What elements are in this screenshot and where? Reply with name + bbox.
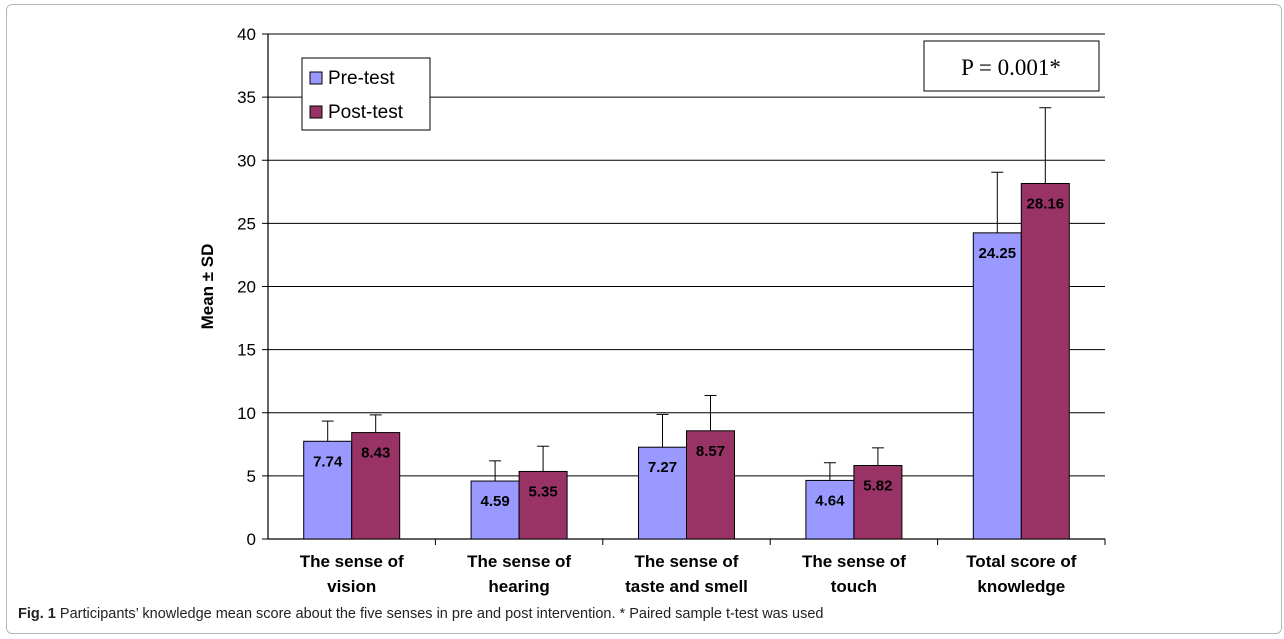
- data-label: 7.27: [648, 459, 677, 476]
- bar-pre-test: [972, 232, 1022, 540]
- figure-caption: Fig. 1 Participants’ knowledge mean scor…: [18, 606, 1268, 622]
- caption-text: Participants’ knowledge mean score about…: [59, 606, 824, 622]
- y-tick-label: 25: [237, 214, 256, 233]
- data-label: 5.82: [863, 478, 892, 495]
- x-tick-label: The sense of: [635, 552, 739, 571]
- x-tick-label: taste and smell: [625, 577, 748, 596]
- y-tick-label: 5: [247, 467, 256, 486]
- x-tick-label: knowledge: [977, 577, 1065, 596]
- bar-pre-test: [638, 446, 687, 540]
- x-tick-label: vision: [327, 577, 376, 596]
- figure-frame: [6, 4, 1282, 634]
- data-label: 8.43: [361, 445, 390, 462]
- y-axis-label: Mean ± SD: [198, 244, 217, 330]
- x-tick-label: The sense of: [802, 552, 906, 571]
- y-tick-label: 0: [247, 530, 256, 549]
- y-tick-label: 40: [237, 25, 256, 44]
- legend-box: [301, 57, 431, 131]
- data-label: 8.57: [696, 443, 725, 460]
- bar-post-test: [686, 430, 735, 540]
- caption-label: Fig. 1: [18, 606, 56, 622]
- x-tick-label: hearing: [488, 577, 549, 596]
- data-label: 24.25: [979, 245, 1017, 262]
- y-tick-label: 30: [237, 151, 256, 170]
- bar-pre-test: [805, 479, 855, 540]
- y-tick-label: 35: [237, 88, 256, 107]
- p-value-annotation: P = 0.001*: [961, 55, 1061, 80]
- bar-post-test: [351, 432, 401, 540]
- data-label: 4.59: [480, 493, 509, 510]
- bar-chart: 0 5 10 15 20 25 30 35 40 Mean ± SD 7.74 8.43 The sen…: [198, 25, 1106, 596]
- legend-label: Post-test: [328, 102, 404, 123]
- x-tick-label: Total score of: [966, 552, 1077, 571]
- data-label: 5.35: [528, 483, 557, 500]
- legend-label: Pre-test: [328, 68, 395, 89]
- x-tick-label: touch: [831, 577, 877, 596]
- annotation-box: [923, 40, 1100, 92]
- data-label: 28.16: [1027, 195, 1065, 212]
- y-tick-label: 10: [237, 404, 256, 423]
- x-tick-label: The sense of: [467, 552, 571, 571]
- data-label: 4.64: [815, 492, 845, 509]
- legend-swatch: [309, 71, 323, 85]
- bar-pre-test: [303, 440, 353, 540]
- x-tick-label: The sense of: [300, 552, 404, 571]
- bar-post-test: [853, 465, 903, 540]
- legend-swatch: [309, 105, 323, 119]
- data-label: 7.74: [313, 453, 343, 470]
- bar-post-test: [518, 470, 568, 540]
- bar-post-test: [1020, 182, 1070, 540]
- y-tick-label: 15: [237, 341, 256, 360]
- y-tick-label: 20: [237, 278, 256, 297]
